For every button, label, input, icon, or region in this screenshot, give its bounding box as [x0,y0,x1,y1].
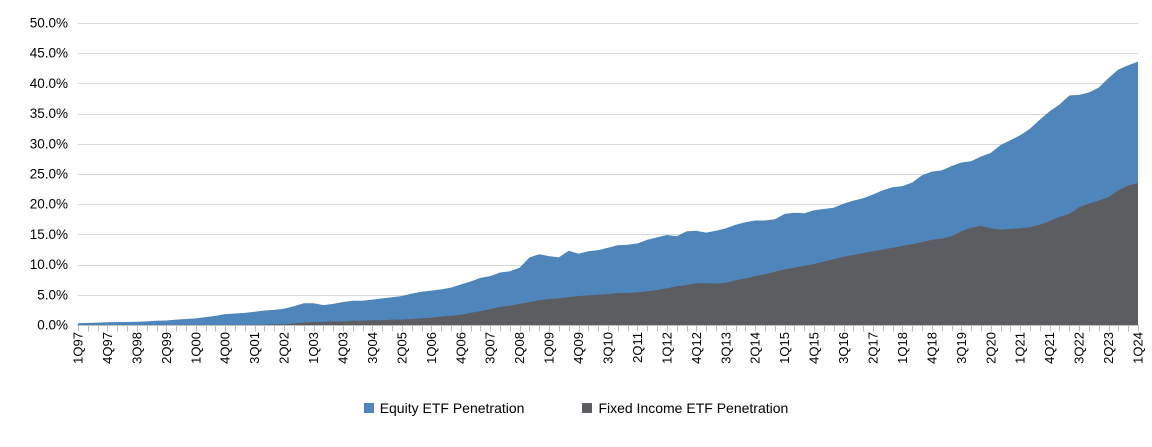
x-tick-label: 2Q05 [394,332,409,364]
x-tick-label: 3Q22 [1072,332,1087,364]
x-tick-label: 3Q04 [365,332,380,364]
x-tick-label: 4Q06 [453,332,468,364]
y-tick-label: 25.0% [30,167,68,182]
x-tick-label: 1Q18 [895,332,910,364]
x-tick-label: 3Q19 [954,332,969,364]
x-tick-label: 2Q11 [630,332,645,363]
legend-label-fixed-income: Fixed Income ETF Penetration [598,400,789,416]
y-tick-label: 0.0% [37,318,68,333]
legend-item-equity: Equity ETF Penetration [363,400,525,416]
x-tick-label: 2Q02 [277,332,292,364]
x-tick-label: 1Q03 [306,332,321,364]
x-tick-label: 2Q20 [983,332,998,364]
legend-item-fixed-income: Fixed Income ETF Penetration [582,401,788,415]
x-tick-label: 1Q09 [542,332,557,364]
area-fixed-income-etf-penetration [78,183,1138,325]
x-tick-label: 4Q15 [807,332,822,364]
x-tick-label: 1Q12 [659,332,674,364]
x-tick-label: 3Q10 [601,332,616,364]
legend-swatch-fixed-income [582,403,593,413]
x-tick-label: 4Q03 [336,332,351,364]
y-tick-label: 15.0% [30,227,68,242]
x-tick-label: 3Q98 [129,332,144,364]
x-tick-label: 4Q21 [1042,332,1057,364]
x-tick-label: 3Q16 [836,332,851,364]
x-tick-label: 4Q00 [218,332,233,364]
x-tick-label: 3Q13 [718,332,733,364]
x-tick-label: 2Q08 [512,332,527,364]
y-tick-label: 35.0% [30,106,68,121]
x-tick-label: 3Q01 [247,332,262,364]
y-tick-label: 10.0% [30,257,68,272]
x-tick-label: 1Q24 [1131,332,1146,364]
chart-legend: Equity ETF Penetration Fixed Income ETF … [0,401,1152,415]
y-tick-label: 30.0% [30,136,68,151]
x-tick-label: 2Q17 [866,332,881,364]
y-tick-label: 5.0% [37,287,68,302]
x-tick-label: 4Q97 [100,332,115,364]
y-tick-label: 40.0% [30,76,68,91]
x-tick-label: 3Q07 [483,332,498,364]
y-tick-label: 45.0% [30,46,68,61]
y-tick-label: 50.0% [30,16,68,31]
legend-label-equity: Equity ETF Penetration [379,400,525,416]
x-tick-label: 1Q06 [424,332,439,364]
x-tick-label: 1Q21 [1013,332,1028,364]
x-tick-label: 2Q23 [1101,332,1116,364]
area-chart-plot: 50.0% 45.0% 40.0% 35.0% 30.0% 25.0% 20.0% 15.0%… [30,16,1146,364]
x-tick-label: 2Q14 [748,332,763,364]
x-tick-label: 1Q15 [777,332,792,364]
x-tick-label: 4Q12 [689,332,704,364]
x-tick-label: 4Q18 [924,332,939,364]
y-tick-label: 20.0% [30,197,68,212]
x-tick-label: 2Q99 [159,332,174,364]
x-tick-label: 1Q00 [188,332,203,364]
x-tick-label: 4Q09 [571,332,586,364]
legend-swatch-equity [363,403,374,413]
x-tick-label: 1Q97 [71,332,86,364]
